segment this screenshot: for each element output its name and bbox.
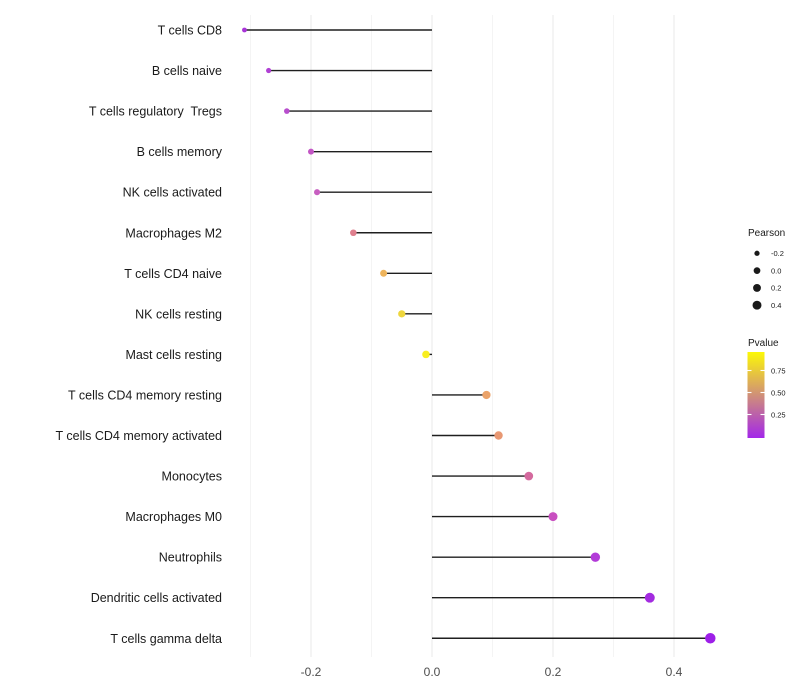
x-axis-tick-label: 0.4 [666,665,683,679]
data-point [350,229,357,237]
size-legend-title: Pearson [748,228,785,239]
data-point [422,350,430,359]
data-point [314,189,321,196]
x-axis-tick-label: 0.0 [424,665,441,679]
data-point [494,431,503,440]
category-label: NK cells resting [135,307,222,321]
category-label: B cells memory [137,145,223,159]
category-label: T cells CD4 memory activated [56,429,223,443]
size-legend-swatch [753,283,761,292]
category-label: T cells CD4 memory resting [68,388,222,402]
size-legend-swatch [752,300,762,310]
data-point [590,552,601,562]
category-label: T cells CD8 [158,24,222,38]
color-legend-label: 0.75 [771,366,786,375]
category-label: T cells gamma delta [110,632,222,646]
data-point [308,148,314,155]
data-point [398,310,406,318]
category-label: Monocytes [162,470,222,484]
category-label: T cells CD4 naive [124,267,222,281]
data-point [380,269,388,277]
data-point [548,512,558,522]
pvalue-colorbar [747,352,765,438]
category-label: Macrophages M2 [125,226,222,240]
color-legend-label: 0.50 [771,388,786,397]
size-legend-swatch [754,250,760,256]
category-label: Neutrophils [159,551,222,565]
category-label: Macrophages M0 [125,510,222,524]
data-point [644,592,655,603]
size-legend-swatch [753,267,761,274]
category-label: Mast cells resting [125,348,222,362]
x-axis-tick-label: 0.2 [545,665,562,679]
size-legend-label: 0.2 [771,284,781,293]
data-point [482,390,491,400]
data-point [266,67,272,74]
size-legend-label: 0.4 [771,301,781,310]
color-legend-label: 0.25 [771,410,786,419]
data-point [705,633,716,644]
data-point [284,108,290,114]
category-label: B cells naive [152,64,222,78]
data-point [524,471,534,481]
category-label: Dendritic cells activated [91,591,222,605]
category-label: NK cells activated [123,186,222,200]
color-legend-title: Pvalue [748,338,779,349]
x-axis-tick-label: -0.2 [301,665,322,679]
data-point [242,27,247,33]
category-label: T cells regulatory Tregs [89,105,222,119]
size-legend-label: -0.2 [771,249,784,258]
size-legend-label: 0.0 [771,266,781,275]
